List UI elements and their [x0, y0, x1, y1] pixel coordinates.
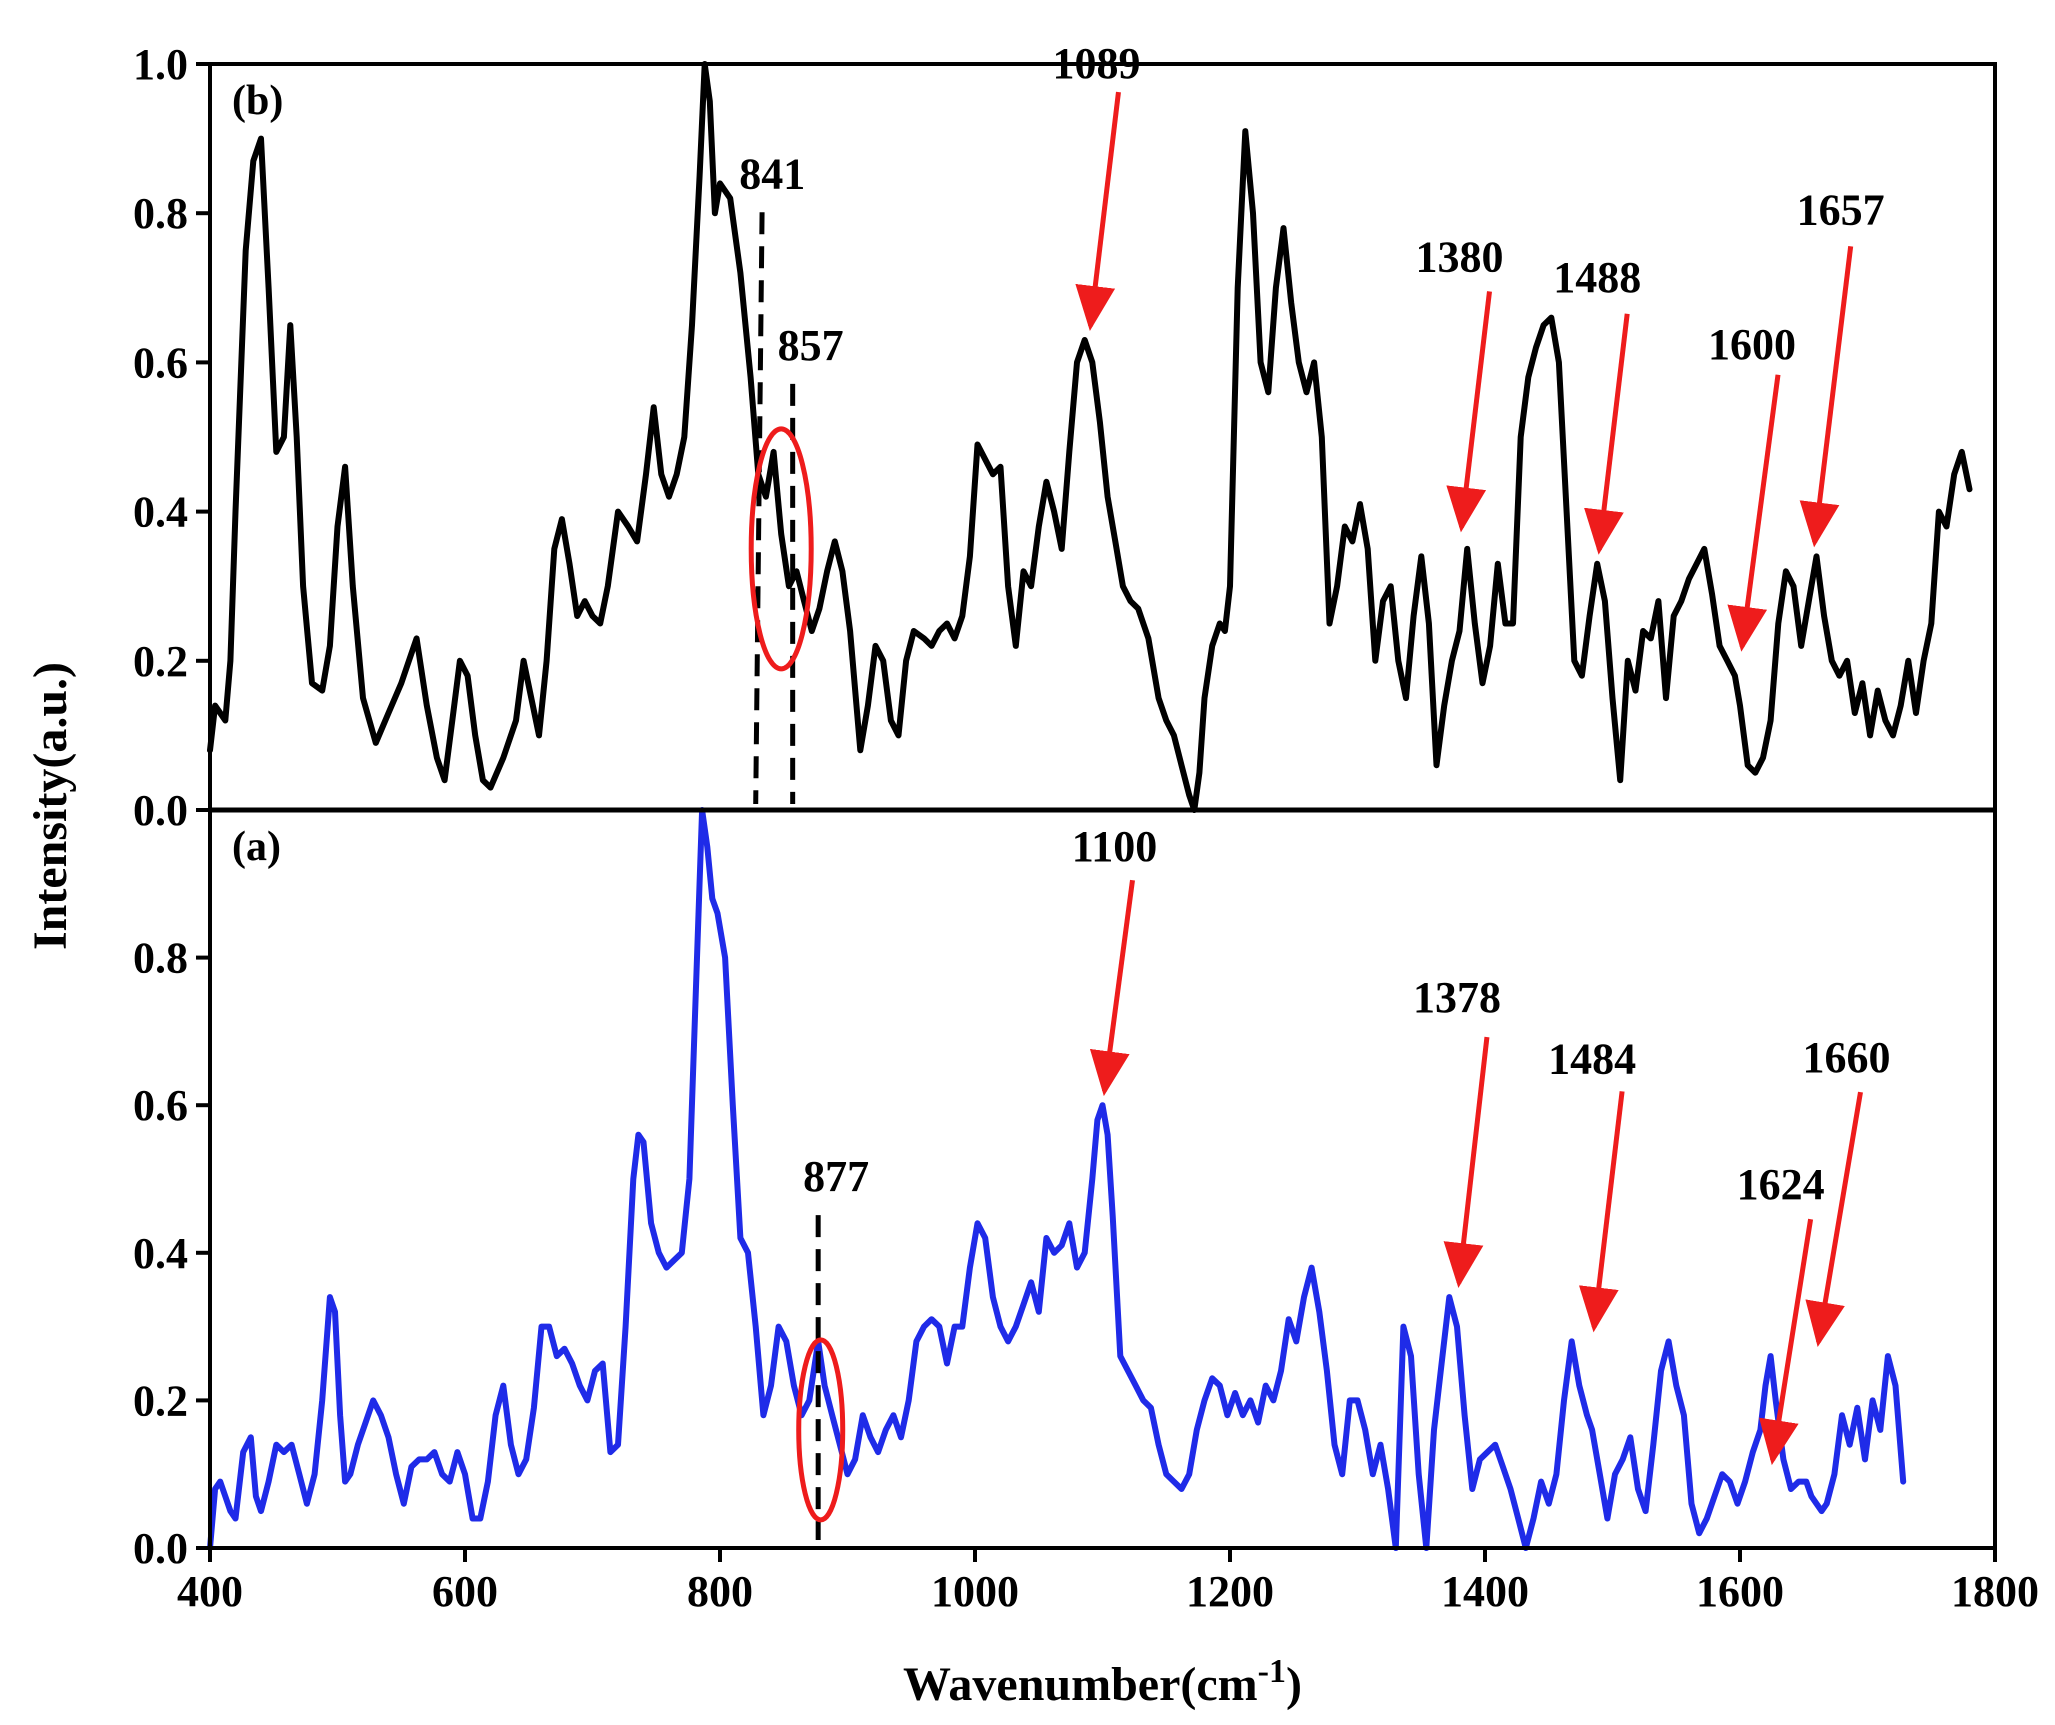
- peak-arrow-1600: [1727, 374, 1781, 652]
- x-tick-label: 600: [432, 1567, 498, 1616]
- tick-layer: 400 600 800 1000 1200 1400 1600 1800 0.0 0.2 0.4 0.…: [133, 40, 2039, 1616]
- peak-label-1657: 1657: [1797, 185, 1885, 234]
- dashed-marker-841: [753, 212, 765, 805]
- x-tick-label: 1800: [1951, 1567, 2039, 1616]
- peak-label-877: 877: [803, 1152, 869, 1201]
- y-tick-label-b: 1.0: [133, 40, 188, 89]
- peak-arrow-1089: [1075, 91, 1121, 331]
- y-tick-label-a: 0.2: [133, 1376, 188, 1425]
- peak-label-841: 841: [739, 149, 805, 198]
- panel-label-b: (b): [232, 78, 283, 124]
- peak-label-1484: 1484: [1548, 1034, 1636, 1083]
- peak-arrow-1660: [1805, 1091, 1863, 1348]
- y-tick-label-a: 0.0: [133, 1524, 188, 1573]
- peak-label-1624: 1624: [1737, 1160, 1825, 1209]
- x-tick-label: 1000: [931, 1567, 1019, 1616]
- y-tick-label-b: 0.2: [133, 637, 188, 686]
- y-axis-title: Intensity(a.u.): [24, 662, 77, 950]
- axes-layer: [208, 62, 1997, 1550]
- y-tick-label-b: 0.0: [133, 786, 188, 835]
- peak-label-1380: 1380: [1416, 232, 1504, 281]
- x-tick-label: 1600: [1696, 1567, 1784, 1616]
- y-tick-label-a: 0.8: [133, 934, 188, 983]
- peak-arrow-1378: [1443, 1036, 1490, 1289]
- peak-arrow-1657: [1799, 246, 1854, 548]
- spectrum-line-b: [207, 61, 1973, 813]
- peak-label-857: 857: [778, 321, 844, 370]
- panel-label-a: (a): [232, 824, 281, 870]
- series-layer: [207, 61, 1973, 1551]
- y-tick-label-b: 0.6: [133, 338, 188, 387]
- x-tick-label: 400: [177, 1567, 243, 1616]
- peak-label-1378: 1378: [1413, 973, 1501, 1022]
- peak-label-1660: 1660: [1803, 1033, 1891, 1082]
- y-tick-label-b: 0.8: [133, 189, 188, 238]
- peak-label-1100: 1100: [1072, 822, 1158, 871]
- peak-label-1600: 1600: [1708, 320, 1796, 369]
- peak-arrow-1380: [1446, 291, 1492, 533]
- x-tick-label: 800: [687, 1567, 753, 1616]
- peak-arrow-1100: [1089, 879, 1135, 1097]
- y-tick-label-a: 0.6: [133, 1081, 188, 1130]
- y-tick-label-b: 0.4: [133, 488, 188, 537]
- highlight-ellipse-a: [796, 1337, 846, 1523]
- y-tick-label-a: 0.4: [133, 1229, 188, 1278]
- peak-label-1488: 1488: [1553, 253, 1641, 302]
- peak-arrow-1488: [1584, 313, 1630, 555]
- x-axis-title: Wavenumber(cm-1): [903, 1653, 1302, 1711]
- x-tick-label: 1400: [1441, 1567, 1529, 1616]
- peak-arrow-1484: [1578, 1091, 1625, 1333]
- peak-arrow-1624: [1759, 1218, 1814, 1466]
- spectrum-line-a: [207, 807, 1907, 1551]
- x-tick-label: 1200: [1186, 1567, 1274, 1616]
- highlight-ellipse-b: [748, 426, 814, 672]
- label-layer: Wavenumber(cm-1) Intensity(a.u.): [24, 662, 1302, 1711]
- plot-frame: [208, 62, 1997, 1550]
